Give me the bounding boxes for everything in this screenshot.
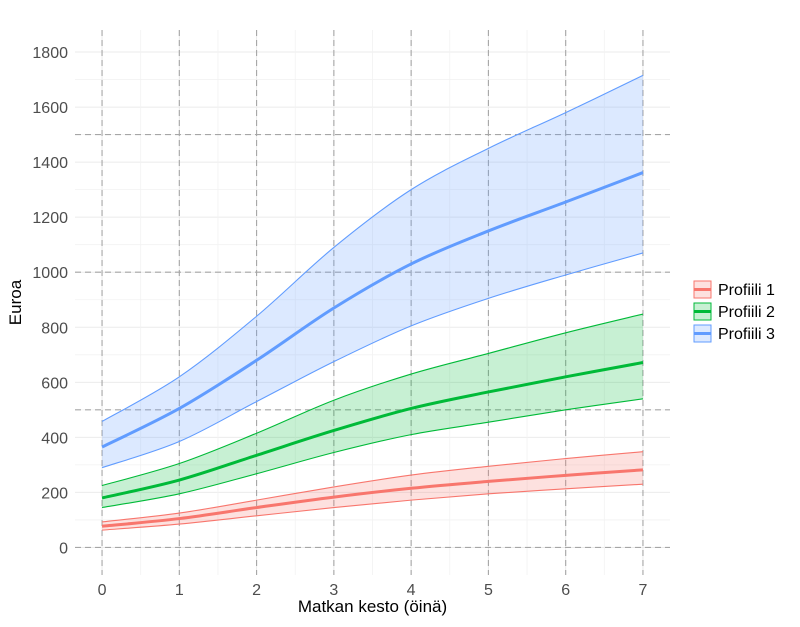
y-tick-label: 1000 <box>32 265 68 282</box>
legend-label: Profiili 3 <box>718 326 775 343</box>
ribbon-lower-edge <box>101 398 644 509</box>
legend: Profiili 1 Profiili 2 Profiili 3 <box>693 280 775 343</box>
ribbon-lower-edge <box>102 483 643 531</box>
y-tick-label: 1600 <box>32 100 68 117</box>
y-tick-label: 1400 <box>32 155 68 172</box>
y-tick-label: 600 <box>41 375 68 392</box>
series-1 <box>101 451 644 531</box>
ribbon-area <box>102 75 643 468</box>
y-tick-label: 200 <box>41 485 68 502</box>
x-tick-label: 1 <box>175 582 184 599</box>
x-tick-label: 5 <box>484 582 493 599</box>
legend-label: Profiili 1 <box>718 282 775 299</box>
ribbon-area <box>102 314 643 508</box>
x-tick-label: 4 <box>407 582 416 599</box>
series-3 <box>101 74 644 469</box>
ribbon-upper-edge <box>101 74 644 422</box>
legend-label: Profiili 2 <box>718 304 775 321</box>
y-tick-label: 1200 <box>32 210 68 227</box>
reference-lines <box>75 30 670 575</box>
legend-item-2: Profiili 2 <box>693 302 775 321</box>
mean-line <box>101 361 644 500</box>
y-tick-label: 0 <box>59 540 68 557</box>
x-tick-label: 2 <box>252 582 261 599</box>
mean-line <box>101 171 644 449</box>
y-tick-label: 400 <box>41 430 68 447</box>
ribbon-upper-edge <box>101 313 644 487</box>
x-tick-label: 0 <box>98 582 107 599</box>
mean-line <box>101 468 644 528</box>
ribbon-lower-edge <box>101 252 644 469</box>
series-2 <box>101 313 644 509</box>
ribbon-upper-edge <box>101 451 643 523</box>
legend-item-3: Profiili 3 <box>693 324 775 343</box>
y-tick-label: 1800 <box>32 45 68 62</box>
series-layer <box>101 74 644 531</box>
legend-item-1: Profiili 1 <box>693 280 775 299</box>
y-tick-label: 800 <box>41 320 68 337</box>
x-axis-title: Matkan kesto (öinä) <box>298 597 447 616</box>
tick-labels: 0 200 400 600 800 1000 1200 1400 1600 1800 0 1 2 3 4 5 6… <box>32 45 647 599</box>
y-axis-title: Euroa <box>6 279 25 325</box>
x-tick-label: 6 <box>561 582 570 599</box>
x-tick-label: 7 <box>639 582 648 599</box>
x-tick-label: 3 <box>329 582 338 599</box>
